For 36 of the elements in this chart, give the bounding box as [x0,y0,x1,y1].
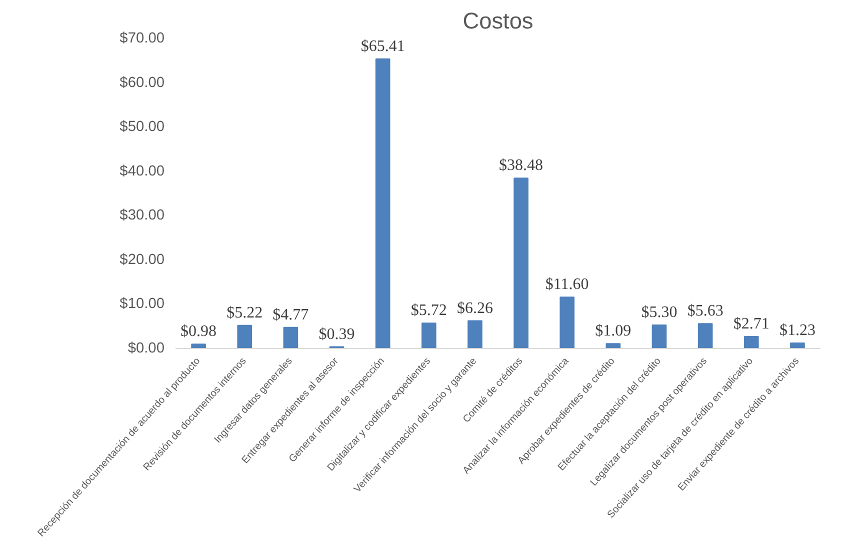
data-label: $1.23 [779,322,816,340]
bar [421,322,436,348]
data-label: $0.39 [318,326,355,343]
y-tick-label: $70.00 [120,30,164,46]
chart-title: Costos [462,8,534,34]
bar [698,323,713,348]
y-tick-label: $50.00 [120,119,164,136]
data-label: $6.26 [456,300,493,317]
bar [191,344,206,348]
y-tick-label: $0.00 [128,340,165,356]
data-label: $4.77 [272,306,309,324]
bar [744,336,759,348]
y-tick-label: $60.00 [120,74,164,91]
bar [606,343,621,348]
data-label: $0.98 [180,323,217,340]
bar [652,324,667,348]
data-label: $38.48 [499,157,544,174]
data-label: $5.72 [410,302,447,320]
bar [237,324,252,348]
bar [468,320,482,348]
data-label: $2.71 [733,316,770,332]
y-tick-label: $20.00 [120,252,164,268]
bar [283,326,298,348]
bar [790,342,805,348]
data-label: $1.09 [595,322,632,340]
y-tick-label: $10.00 [120,296,164,312]
data-label: $11.60 [545,276,589,294]
y-tick-label: $40.00 [120,163,164,180]
y-tick-label: $30.00 [120,208,164,224]
bar [375,58,390,348]
bar [560,296,575,348]
data-label: $5.63 [687,302,724,320]
bar [514,178,528,348]
data-label: $5.22 [226,304,263,322]
data-label: $5.30 [641,304,678,322]
data-label: $65.41 [360,38,405,55]
